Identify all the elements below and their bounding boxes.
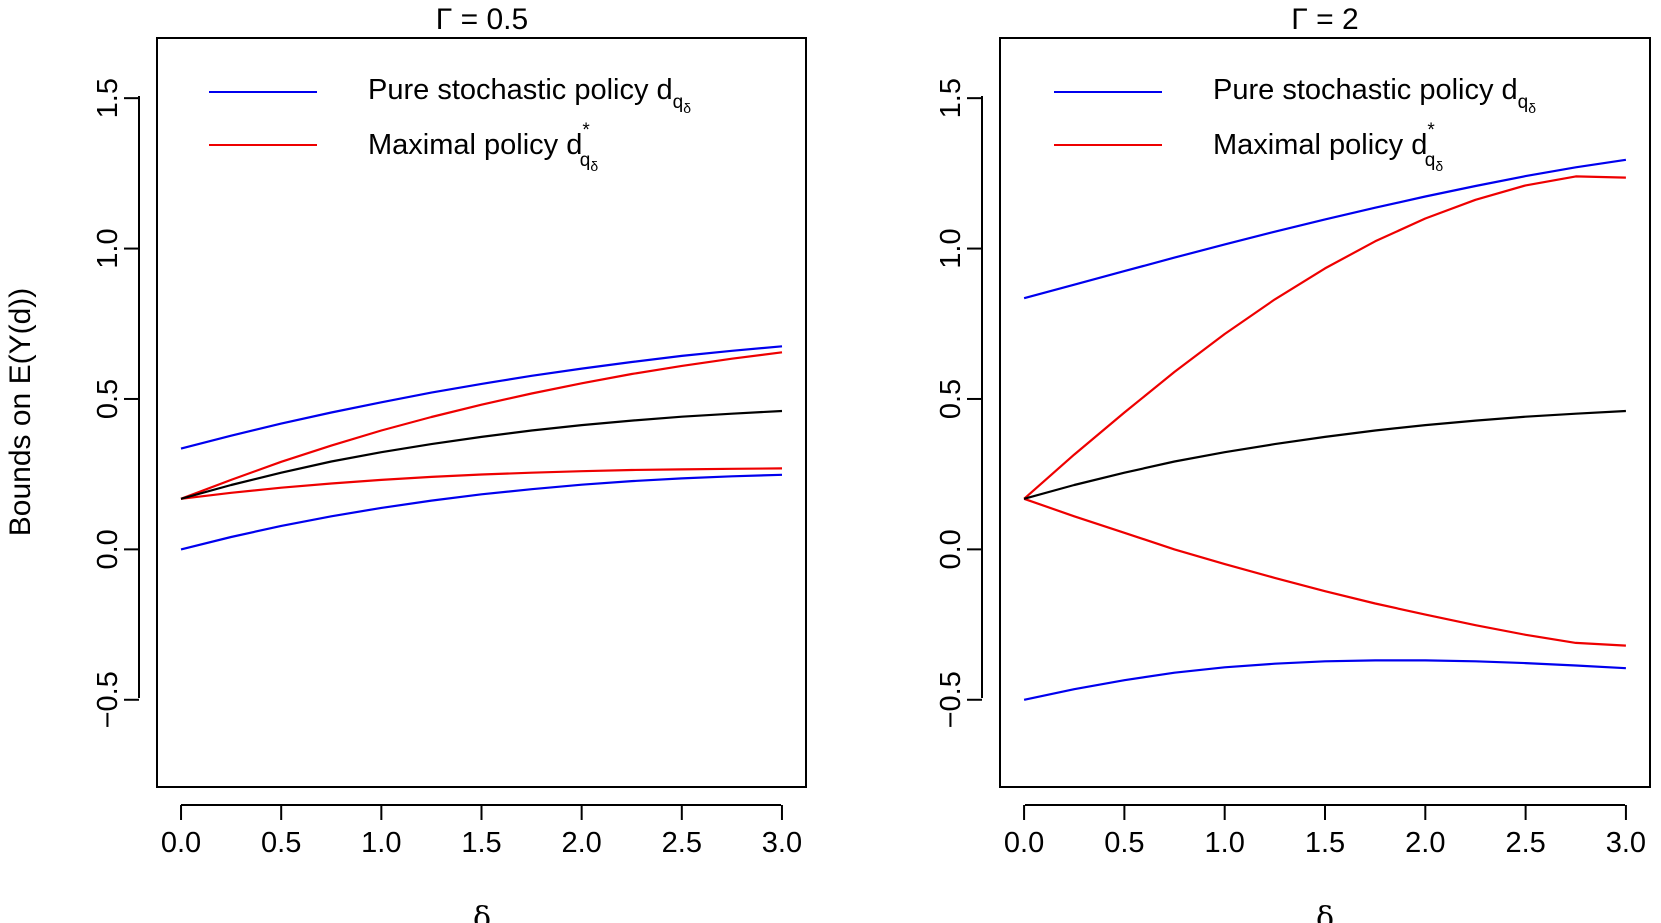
panel-left-y-tick-label: 0.5 <box>92 379 124 419</box>
panel-right-series <box>1023 158 1627 701</box>
panel-left-y-tick-label: 1.0 <box>92 228 124 268</box>
panel-left-series-maximal-policy-upper <box>180 351 783 500</box>
panel-left-x-tick-labels: 0.0 0.5 1.0 1.5 2.0 2.5 3.0 <box>161 827 802 859</box>
panel-right-y-tick-labels: −0.5 0.0 0.5 1.0 1.5 <box>935 78 967 728</box>
panel-left-series-point-estimate <box>180 409 783 500</box>
panel-left-series <box>180 345 783 551</box>
panel-left-series-maximal-policy-lower <box>180 467 783 500</box>
panel-right-series-maximal-policy-upper <box>1023 175 1626 500</box>
panel-right-series-pure-stochastic-policy-lower <box>1023 659 1626 701</box>
panel-right-series-point-estimate <box>1023 409 1626 500</box>
panel-right-x-tick-label: 0.5 <box>1104 827 1144 859</box>
panel-right-x-axis-label: δ <box>1316 901 1334 923</box>
panel-right-legend: Pure stochastic policy dqδ Maximal polic… <box>1054 74 1536 174</box>
panel-left-y-tick-labels: −0.5 0.0 0.5 1.0 1.5 <box>92 78 124 728</box>
panel-left-legend: Pure stochastic policy dqδ Maximal polic… <box>209 74 691 174</box>
panel-right-x-tick-label: 2.0 <box>1405 827 1445 859</box>
panel-left-legend-maximal-label: Maximal policy d* qδ <box>368 120 598 174</box>
panel-left-x-axis: 0.0 0.5 1.0 1.5 2.0 2.5 3.0 <box>161 804 802 859</box>
panel-right-y-tick-label: 1.5 <box>935 78 967 118</box>
panel-right-plot-frame <box>999 37 1651 788</box>
panel-left-x-ticks <box>180 805 783 820</box>
panel-right-y-tick-label: 1.0 <box>935 228 967 268</box>
panel-right-x-ticks <box>1023 805 1627 820</box>
panel-right-y-ticks <box>967 97 982 701</box>
panel-left: Γ = 0.5 0.0 0.5 1.0 1.5 2.0 2.5 3.0 −0.5 0.0 0.5… <box>92 3 807 923</box>
panel-right-y-tick-label: −0.5 <box>935 671 967 728</box>
panel-right-legend-maximal-label: Maximal policy d* qδ <box>1213 120 1443 174</box>
panel-left-series-pure-stochastic-policy-upper <box>180 345 783 450</box>
panel-right-x-tick-label: 0.0 <box>1004 827 1044 859</box>
panel-left-plot-frame <box>156 37 807 788</box>
panel-right-title: Γ = 2 <box>1291 3 1358 36</box>
panel-left-x-tick-label: 1.0 <box>361 827 401 859</box>
panel-right-series-pure-stochastic-policy-upper <box>1023 158 1627 300</box>
panel-right-x-axis: 0.0 0.5 1.0 1.5 2.0 2.5 3.0 <box>1004 804 1646 859</box>
panel-right-x-tick-label: 3.0 <box>1606 827 1646 859</box>
panel-left-legend-pure-label: Pure stochastic policy dqδ <box>368 74 691 116</box>
panel-left-y-tick-label: 0.0 <box>92 529 124 569</box>
panel-left-y-axis: −0.5 0.0 0.5 1.0 1.5 <box>92 78 140 728</box>
panel-right-x-tick-label: 1.5 <box>1305 827 1345 859</box>
panel-left-y-tick-label: 1.5 <box>92 78 124 118</box>
panel-right-y-axis: −0.5 0.0 0.5 1.0 1.5 <box>935 78 983 728</box>
panel-right-y-tick-label: 0.0 <box>935 529 967 569</box>
y-axis-label: Bounds on E(Y(d)) <box>4 288 37 536</box>
panel-left-x-tick-label: 2.5 <box>662 827 702 859</box>
panel-left-series-pure-stochastic-policy-lower <box>180 473 783 551</box>
panel-right-series-maximal-policy-lower <box>1023 497 1626 647</box>
panel-left-x-tick-label: 0.5 <box>261 827 301 859</box>
panel-left-y-tick-label: −0.5 <box>92 671 124 728</box>
panel-right: Γ = 2 0.0 0.5 1.0 1.5 2.0 2.5 3.0 −0.5 0.0 0.5 1.… <box>935 3 1651 923</box>
panel-left-x-axis-label: δ <box>473 901 491 923</box>
panel-right-y-tick-label: 0.5 <box>935 379 967 419</box>
panel-right-x-tick-labels: 0.0 0.5 1.0 1.5 2.0 2.5 3.0 <box>1004 827 1646 859</box>
panel-left-x-tick-label: 2.0 <box>561 827 601 859</box>
panel-left-x-tick-label: 0.0 <box>161 827 201 859</box>
panel-right-x-tick-label: 1.0 <box>1205 827 1245 859</box>
panel-left-x-tick-label: 3.0 <box>762 827 802 859</box>
panel-right-legend-pure-label: Pure stochastic policy dqδ <box>1213 74 1536 116</box>
panel-right-x-tick-label: 2.5 <box>1505 827 1545 859</box>
panel-left-x-tick-label: 1.5 <box>461 827 501 859</box>
panel-left-title: Γ = 0.5 <box>436 3 528 36</box>
panel-left-y-ticks <box>124 97 139 701</box>
